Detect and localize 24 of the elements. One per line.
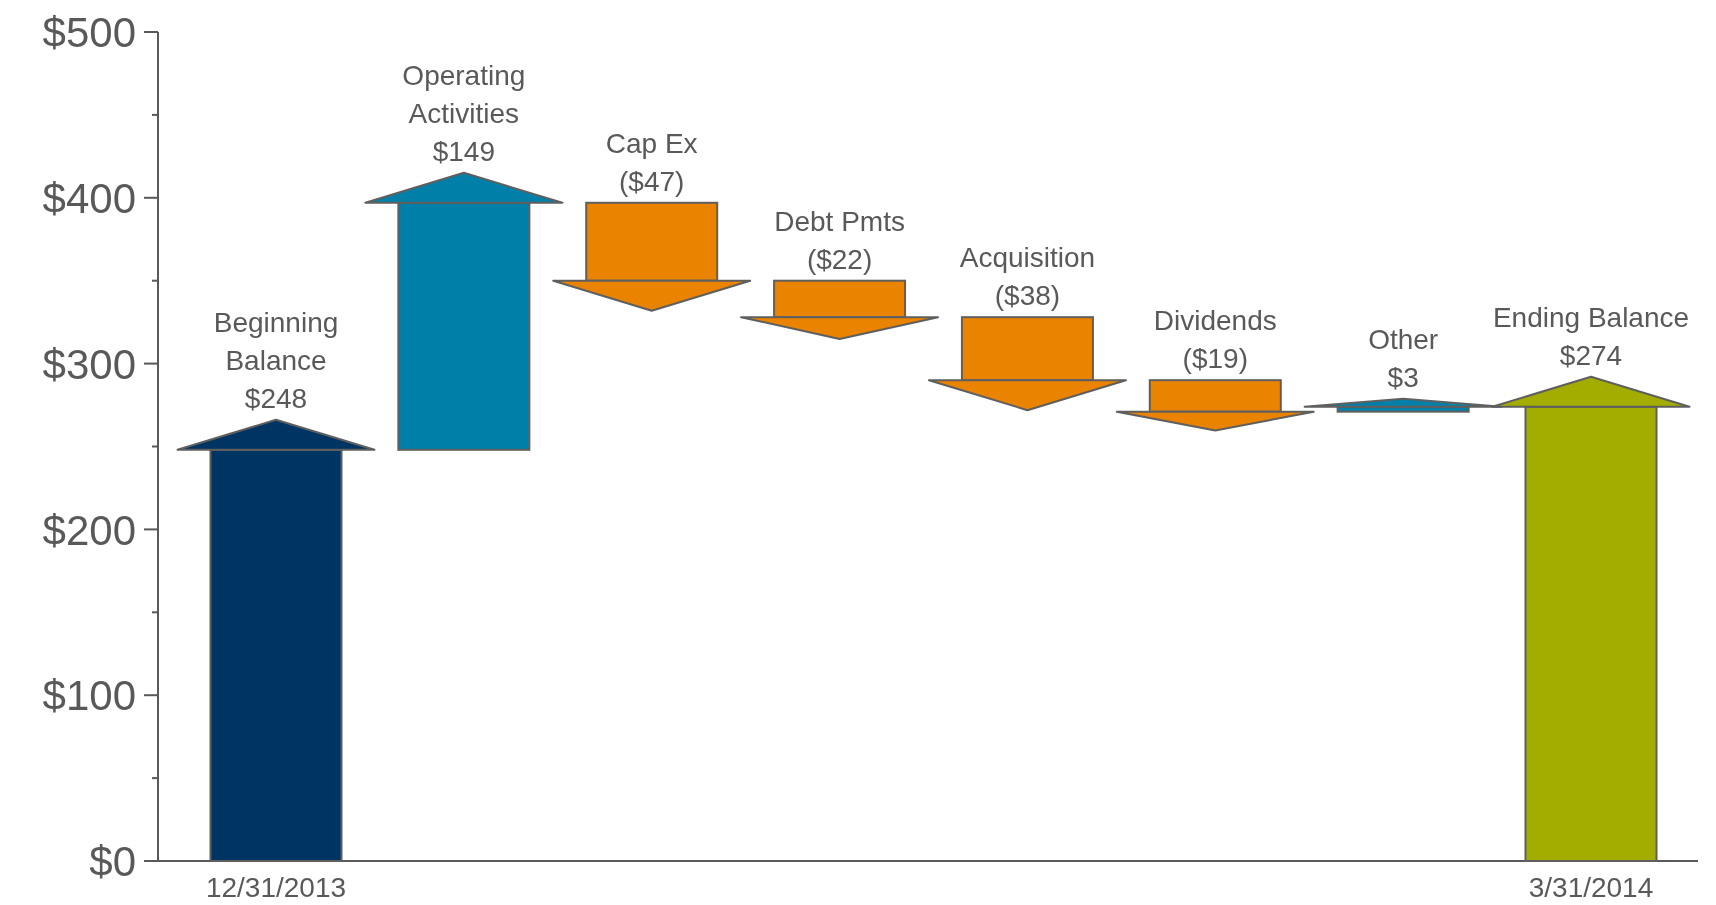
annotation: Ending Balance [1492,301,1690,333]
y-tick-label: $200 [42,506,136,554]
y-tick-label: $300 [42,340,136,388]
y-tick-label: $400 [42,174,136,222]
data-label: $149 [432,135,496,167]
data-label: ($47) [619,165,685,197]
data-label: ($38) [994,280,1061,312]
data-label: ($19) [1182,343,1248,375]
annotation: Debt Pmts [774,205,905,237]
annotation: Operating Activities [402,59,526,129]
y-tick-label: $500 [42,9,136,57]
x-tick-label: 3/31/2014 [1528,872,1654,903]
annotation: Beginning Balance [213,306,339,376]
y-tick-label: $100 [42,672,136,720]
data-label: $274 [1559,339,1623,371]
annotation: Acquisition [959,242,1096,274]
annotation: Dividends [1153,305,1277,337]
annotation: Other [1368,323,1439,355]
y-tick-label: $0 [89,838,136,886]
annotation: Cap Ex [605,127,698,159]
data-label: ($22) [806,243,873,275]
x-tick-label: 12/31/2013 [205,872,347,903]
data-label: $248 [244,382,308,414]
data-label: $3 [1387,361,1419,393]
